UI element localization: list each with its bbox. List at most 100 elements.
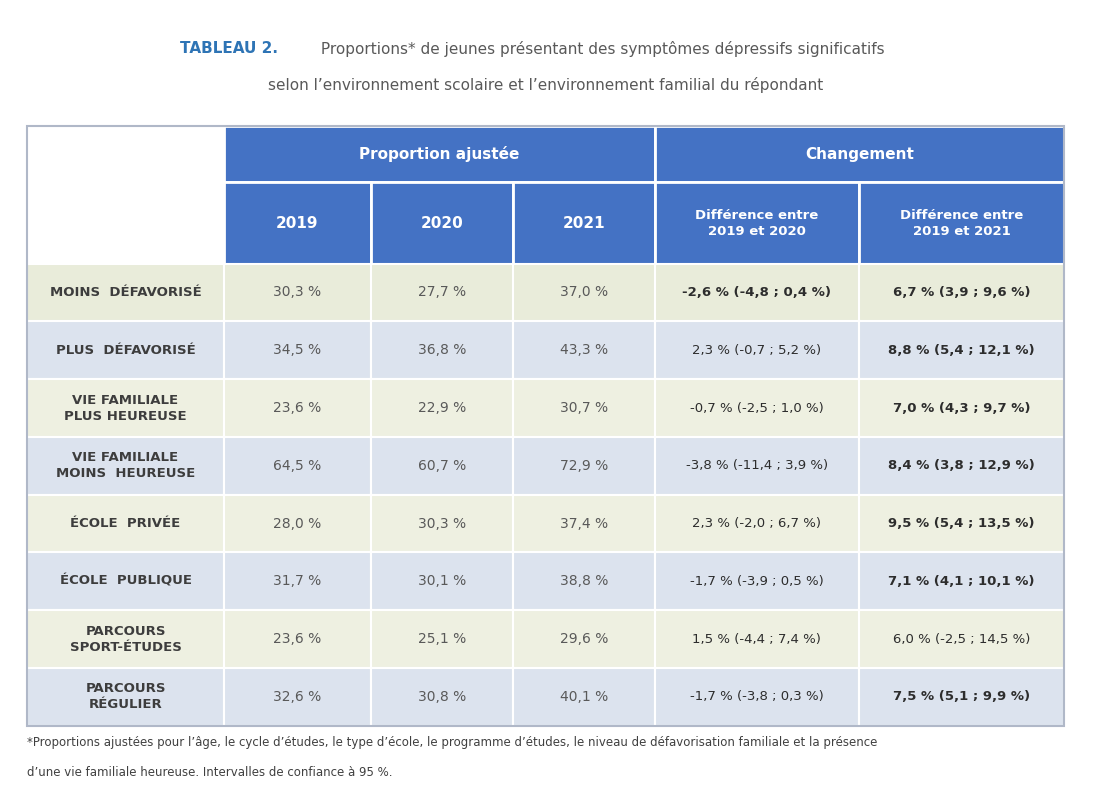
Text: 1,5 % (-4,4 ; 7,4 %): 1,5 % (-4,4 ; 7,4 %) <box>692 633 822 646</box>
Text: 29,6 %: 29,6 % <box>560 632 608 646</box>
Bar <box>28 380 223 437</box>
Text: 23,6 %: 23,6 % <box>273 632 322 646</box>
Text: PLUS  DÉFAVORISÉ: PLUS DÉFAVORISÉ <box>55 344 196 357</box>
Text: 30,8 %: 30,8 % <box>418 690 466 704</box>
Bar <box>28 264 223 321</box>
Text: ÉCOLE  PRIVÉE: ÉCOLE PRIVÉE <box>71 517 180 530</box>
Bar <box>371 611 513 668</box>
Bar <box>371 437 513 495</box>
Bar <box>28 552 223 610</box>
Text: d’une vie familiale heureuse. Intervalles de confiance à 95 %.: d’une vie familiale heureuse. Intervalle… <box>28 766 393 779</box>
Bar <box>655 611 859 668</box>
Bar <box>223 495 371 552</box>
Text: -2,6 % (-4,8 ; 0,4 %): -2,6 % (-4,8 ; 0,4 %) <box>682 286 832 299</box>
Bar <box>223 380 371 437</box>
Bar <box>223 321 371 380</box>
Text: 22,9 %: 22,9 % <box>418 401 466 415</box>
Text: Proportion ajustée: Proportion ajustée <box>359 146 520 162</box>
Text: 2021: 2021 <box>563 216 605 230</box>
Text: 37,4 %: 37,4 % <box>560 517 608 530</box>
Text: 34,5 %: 34,5 % <box>273 343 322 358</box>
Bar <box>655 552 859 610</box>
Bar <box>371 668 513 726</box>
Bar <box>371 495 513 552</box>
Bar <box>223 611 371 668</box>
Text: 31,7 %: 31,7 % <box>273 574 322 589</box>
Bar <box>859 668 1064 726</box>
Text: 6,7 % (3,9 ; 9,6 %): 6,7 % (3,9 ; 9,6 %) <box>893 286 1030 299</box>
Bar <box>28 437 223 495</box>
Text: 7,1 % (4,1 ; 10,1 %): 7,1 % (4,1 ; 10,1 %) <box>888 575 1035 588</box>
Text: 30,1 %: 30,1 % <box>418 574 466 589</box>
Text: 8,4 % (3,8 ; 12,9 %): 8,4 % (3,8 ; 12,9 %) <box>888 459 1035 472</box>
Bar <box>223 182 371 264</box>
Text: 2,3 % (-2,0 ; 6,7 %): 2,3 % (-2,0 ; 6,7 %) <box>692 517 822 530</box>
Text: 6,0 % (-2,5 ; 14,5 %): 6,0 % (-2,5 ; 14,5 %) <box>893 633 1030 646</box>
Bar <box>371 321 513 380</box>
Text: 30,3 %: 30,3 % <box>418 517 466 530</box>
Bar <box>513 380 655 437</box>
Text: Changement: Changement <box>805 147 914 161</box>
Bar <box>655 437 859 495</box>
Bar <box>371 380 513 437</box>
Text: -3,8 % (-11,4 ; 3,9 %): -3,8 % (-11,4 ; 3,9 %) <box>686 459 828 472</box>
Text: 25,1 %: 25,1 % <box>418 632 466 646</box>
Bar <box>28 611 223 668</box>
Text: VIE FAMILIALE
PLUS HEUREUSE: VIE FAMILIALE PLUS HEUREUSE <box>64 393 187 423</box>
Bar <box>655 321 859 380</box>
Text: 2020: 2020 <box>420 216 463 230</box>
Bar <box>513 611 655 668</box>
Bar <box>859 321 1064 380</box>
Bar <box>859 182 1064 264</box>
Text: Différence entre
2019 et 2020: Différence entre 2019 et 2020 <box>696 208 818 238</box>
Bar <box>859 495 1064 552</box>
Bar <box>655 182 859 264</box>
Text: 7,0 % (4,3 ; 9,7 %): 7,0 % (4,3 ; 9,7 %) <box>893 401 1030 414</box>
Text: 32,6 %: 32,6 % <box>273 690 322 704</box>
Bar <box>223 264 371 321</box>
Text: selon l’environnement scolaire et l’environnement familial du répondant: selon l’environnement scolaire et l’envi… <box>268 77 823 93</box>
Text: 40,1 %: 40,1 % <box>560 690 608 704</box>
Text: 2,3 % (-0,7 ; 5,2 %): 2,3 % (-0,7 ; 5,2 %) <box>692 344 822 357</box>
Bar <box>28 126 1064 726</box>
Text: 9,5 % (5,4 ; 13,5 %): 9,5 % (5,4 ; 13,5 %) <box>888 517 1035 530</box>
Text: 64,5 %: 64,5 % <box>273 459 322 473</box>
Bar <box>859 380 1064 437</box>
Text: Différence entre
2019 et 2021: Différence entre 2019 et 2021 <box>900 208 1023 238</box>
Bar <box>655 495 859 552</box>
Text: 43,3 %: 43,3 % <box>560 343 608 358</box>
Text: TABLEAU 2.: TABLEAU 2. <box>180 41 278 56</box>
Text: MOINS  DÉFAVORISÉ: MOINS DÉFAVORISÉ <box>50 286 201 299</box>
Bar <box>513 437 655 495</box>
Text: 28,0 %: 28,0 % <box>273 517 322 530</box>
Text: PARCOURS
RÉGULIER: PARCOURS RÉGULIER <box>85 682 166 711</box>
Text: 7,5 % (5,1 ; 9,9 %): 7,5 % (5,1 ; 9,9 %) <box>893 690 1030 703</box>
Bar <box>28 182 223 264</box>
Text: Proportions* de jeunes présentant des symptômes dépressifs significatifs: Proportions* de jeunes présentant des sy… <box>316 41 885 57</box>
Text: 23,6 %: 23,6 % <box>273 401 322 415</box>
Bar <box>223 437 371 495</box>
Bar <box>859 552 1064 610</box>
Bar <box>371 552 513 610</box>
Bar <box>859 437 1064 495</box>
Text: 27,7 %: 27,7 % <box>418 285 466 299</box>
Bar <box>859 611 1064 668</box>
Bar <box>655 264 859 321</box>
Bar <box>513 668 655 726</box>
Bar <box>223 126 655 182</box>
Bar <box>513 264 655 321</box>
Text: 72,9 %: 72,9 % <box>560 459 608 473</box>
Bar <box>28 126 223 182</box>
Bar <box>223 668 371 726</box>
Text: -0,7 % (-2,5 ; 1,0 %): -0,7 % (-2,5 ; 1,0 %) <box>690 401 824 414</box>
Bar <box>513 182 655 264</box>
Bar <box>371 182 513 264</box>
Bar <box>513 552 655 610</box>
Text: 36,8 %: 36,8 % <box>418 343 467 358</box>
Text: 30,7 %: 30,7 % <box>560 401 608 415</box>
Text: 30,3 %: 30,3 % <box>273 285 322 299</box>
Bar <box>513 321 655 380</box>
Text: -1,7 % (-3,9 ; 0,5 %): -1,7 % (-3,9 ; 0,5 %) <box>690 575 824 588</box>
Bar <box>655 668 859 726</box>
Bar <box>513 495 655 552</box>
